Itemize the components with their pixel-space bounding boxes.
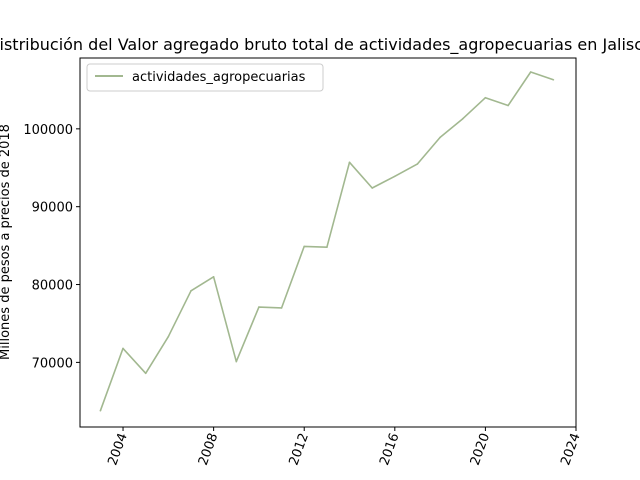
data-point — [326, 246, 328, 248]
data-point — [394, 175, 396, 178]
x-tick-label: 2024 — [558, 431, 583, 467]
data-point — [280, 307, 283, 309]
data-point — [507, 104, 509, 107]
data-point — [99, 409, 102, 412]
data-point — [439, 136, 441, 139]
x-axis: 2004 2008 2012 2016 2020 2024 — [105, 427, 584, 467]
data-point — [416, 163, 419, 165]
data-point — [190, 290, 192, 292]
legend-label: actividades_agropecuarias — [132, 70, 306, 85]
chart-title: Distribución del Valor agregado bruto to… — [0, 35, 640, 55]
data-point — [348, 161, 351, 164]
data-point — [144, 372, 147, 375]
x-tick-label: 2012 — [287, 431, 312, 467]
data-point — [212, 276, 215, 278]
legend-box — [86, 63, 324, 92]
y-tick-label: 100000 — [23, 123, 73, 138]
legend: actividades_agropecuarias — [86, 63, 324, 92]
data-point — [371, 187, 374, 189]
y-tick-label: 70000 — [32, 356, 73, 371]
y-axis-label: Millones de pesos a precios de 2018 — [0, 124, 13, 360]
series-layer — [99, 71, 555, 412]
data-point — [258, 306, 260, 308]
x-tick-label: 2016 — [377, 431, 402, 467]
data-point — [303, 245, 306, 248]
x-tick-label: 2004 — [105, 431, 130, 467]
x-tick-label: 2020 — [468, 431, 493, 467]
data-point — [235, 360, 238, 363]
data-point — [529, 71, 532, 73]
data-point — [462, 117, 464, 120]
y-tick-label: 90000 — [32, 201, 73, 216]
data-point — [167, 335, 170, 338]
data-point — [484, 96, 487, 99]
data-point — [122, 347, 124, 350]
y-tick-label: 80000 — [32, 279, 73, 294]
y-axis: 70000 80000 90000 100000 — [23, 123, 80, 371]
title-group: Distribución del Valor agregado bruto to… — [0, 35, 640, 55]
x-tick-label: 2008 — [196, 431, 221, 467]
data-point — [552, 79, 555, 81]
